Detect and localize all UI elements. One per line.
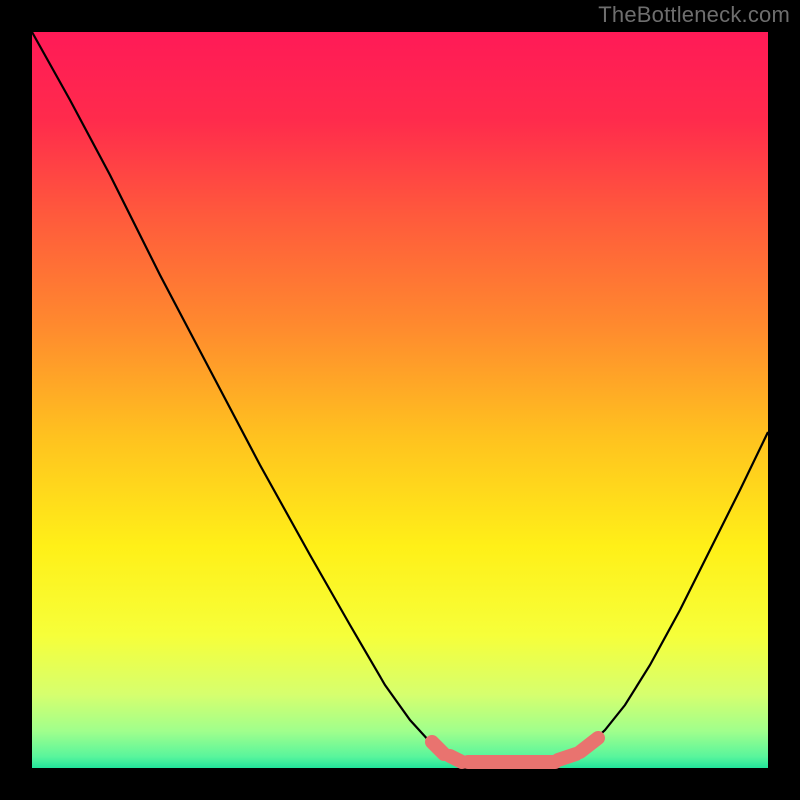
highlight-segment (432, 742, 444, 754)
plot-area (32, 32, 768, 768)
bottleneck-chart (0, 0, 800, 800)
highlight-segment (450, 756, 462, 762)
chart-stage: TheBottleneck.com (0, 0, 800, 800)
watermark-label: TheBottleneck.com (598, 2, 790, 28)
highlight-segment (558, 754, 576, 760)
